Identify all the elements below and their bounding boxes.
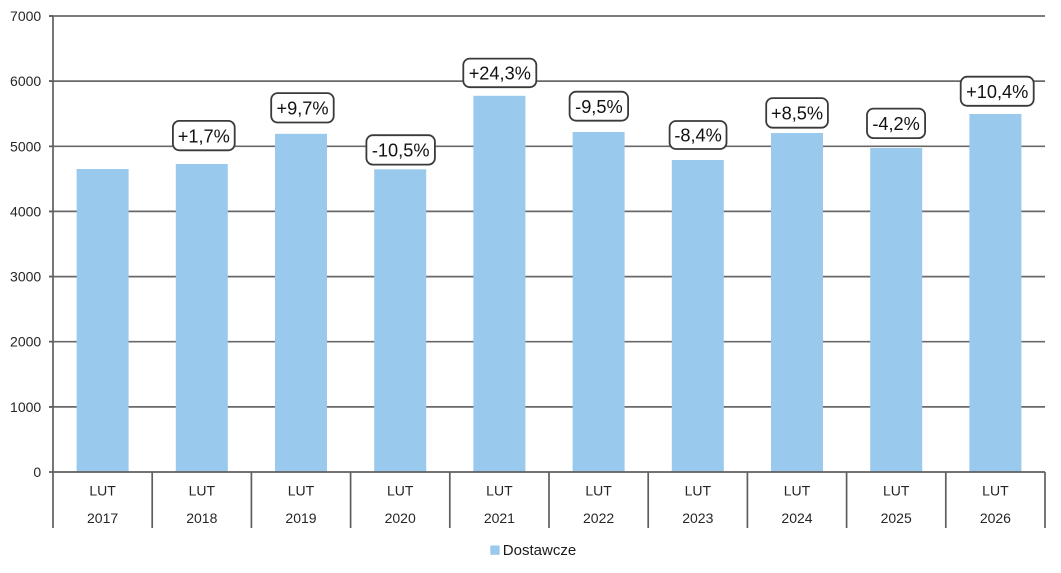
svg-text:LUT: LUT — [189, 482, 216, 498]
svg-text:5000: 5000 — [10, 138, 41, 154]
svg-text:3000: 3000 — [10, 269, 41, 285]
svg-text:LUT: LUT — [883, 482, 910, 498]
svg-text:2025: 2025 — [881, 510, 912, 526]
svg-text:2021: 2021 — [484, 510, 515, 526]
svg-text:LUT: LUT — [784, 482, 811, 498]
svg-text:+1,7%: +1,7% — [178, 126, 230, 146]
svg-text:Dostawcze: Dostawcze — [503, 542, 576, 559]
svg-text:2000: 2000 — [10, 334, 41, 350]
svg-text:+8,5%: +8,5% — [771, 104, 823, 124]
svg-text:2017: 2017 — [87, 510, 118, 526]
svg-text:2019: 2019 — [285, 510, 316, 526]
svg-text:4000: 4000 — [10, 203, 41, 219]
svg-text:LUT: LUT — [89, 482, 116, 498]
svg-text:2018: 2018 — [186, 510, 217, 526]
svg-text:0: 0 — [33, 464, 41, 480]
svg-text:6000: 6000 — [10, 73, 41, 89]
svg-text:-9,5%: -9,5% — [575, 97, 623, 117]
svg-text:-10,5%: -10,5% — [372, 141, 430, 161]
svg-text:2023: 2023 — [682, 510, 713, 526]
svg-text:LUT: LUT — [288, 482, 315, 498]
svg-text:+10,4%: +10,4% — [966, 82, 1028, 102]
svg-text:LUT: LUT — [685, 482, 712, 498]
svg-text:-4,2%: -4,2% — [872, 114, 920, 134]
svg-text:1000: 1000 — [10, 399, 41, 415]
svg-text:2020: 2020 — [385, 510, 416, 526]
svg-text:LUT: LUT — [387, 482, 414, 498]
svg-text:+24,3%: +24,3% — [469, 64, 531, 84]
svg-text:-8,4%: -8,4% — [674, 126, 722, 146]
svg-text:+9,7%: +9,7% — [276, 99, 328, 119]
svg-text:2024: 2024 — [781, 510, 812, 526]
svg-text:2026: 2026 — [980, 510, 1011, 526]
svg-text:2022: 2022 — [583, 510, 614, 526]
svg-text:7000: 7000 — [10, 8, 41, 24]
svg-text:LUT: LUT — [486, 482, 513, 498]
svg-text:LUT: LUT — [982, 482, 1009, 498]
svg-text:LUT: LUT — [585, 482, 612, 498]
